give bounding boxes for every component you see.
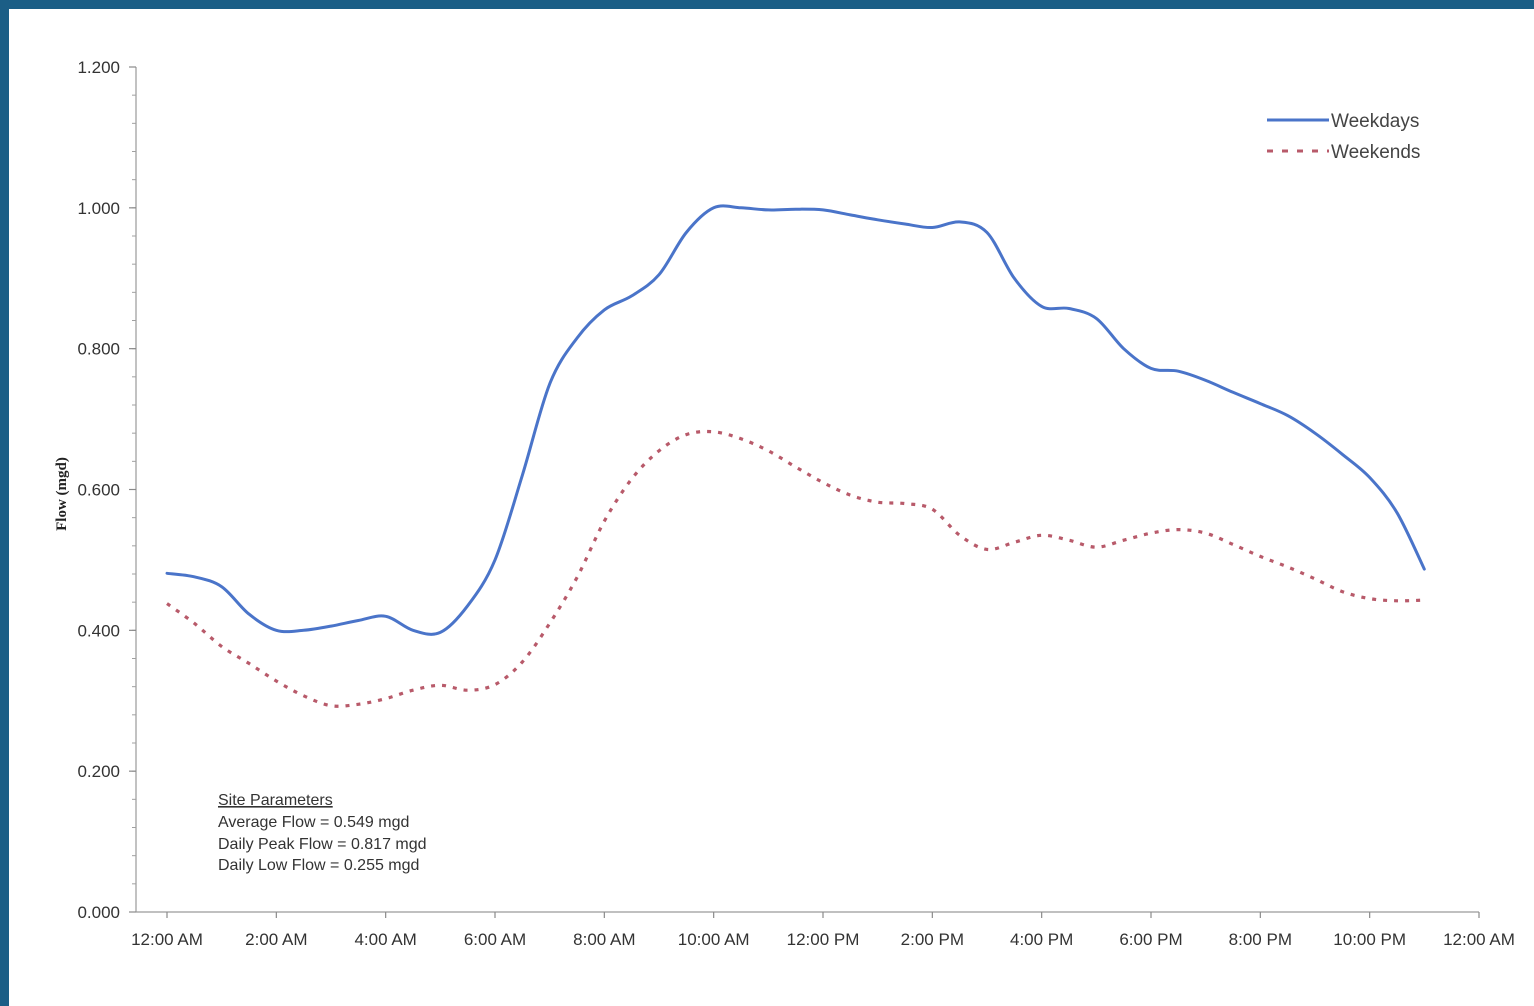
flow-chart: 0.000 0.200 0.400 0.600 0.800 1.000 1.200 12:0… (54, 58, 1515, 949)
x-tick-label: 4:00 AM (354, 930, 416, 949)
y-tick-label: 0.200 (77, 762, 120, 781)
series-group (165, 204, 1426, 708)
average-flow-text: Average Flow = 0.549 mgd (218, 814, 409, 831)
y-tick-label: 0.000 (77, 903, 120, 922)
series-line-weekends (166, 429, 1425, 708)
y-axis-title: Flow (mgd) (54, 457, 70, 531)
chart-page: 0.000 0.200 0.400 0.600 0.800 1.000 1.200 12:0… (9, 9, 1534, 1006)
x-tick-label: 4:00 PM (1010, 930, 1073, 949)
x-tick-label: 2:00 AM (245, 930, 307, 949)
x-tick-label: 8:00 AM (573, 930, 635, 949)
x-tick-label: 10:00 AM (678, 930, 750, 949)
x-tick-label: 6:00 AM (464, 930, 526, 949)
x-tick-label: 8:00 PM (1229, 930, 1292, 949)
x-tick-label: 6:00 PM (1119, 930, 1182, 949)
x-tick-label: 12:00 AM (1443, 930, 1515, 949)
x-ticks: 12:00 AM 2:00 AM 4:00 AM 6:00 AM 8:00 AM 10:0… (131, 912, 1515, 949)
legend-weekdays-label: Weekdays (1331, 111, 1419, 132)
daily-low-flow-text: Daily Low Flow = 0.255 mgd (218, 857, 419, 874)
series-line-weekdays (165, 204, 1426, 636)
y-tick-label: 0.400 (77, 621, 120, 640)
legend-weekends-label: Weekends (1331, 142, 1420, 163)
x-tick-label: 10:00 PM (1333, 930, 1406, 949)
x-tick-label: 12:00 PM (787, 930, 860, 949)
y-tick-label: 1.200 (77, 58, 120, 77)
x-tick-label: 12:00 AM (131, 930, 203, 949)
x-tick-label: 2:00 PM (901, 930, 964, 949)
axes: 0.000 0.200 0.400 0.600 0.800 1.000 1.200 12:0… (77, 58, 1514, 949)
y-ticks: 0.000 0.200 0.400 0.600 0.800 1.000 1.200 (77, 58, 136, 922)
legend: Weekdays Weekends (1267, 111, 1420, 163)
y-tick-label: 0.800 (77, 340, 120, 359)
site-parameters-box: Site Parameters Average Flow = 0.549 mgd… (218, 792, 427, 874)
daily-peak-flow-text: Daily Peak Flow = 0.817 mgd (218, 836, 427, 853)
y-tick-label: 0.600 (77, 481, 120, 500)
y-tick-label: 1.000 (77, 199, 120, 218)
site-parameters-heading: Site Parameters (218, 792, 333, 809)
